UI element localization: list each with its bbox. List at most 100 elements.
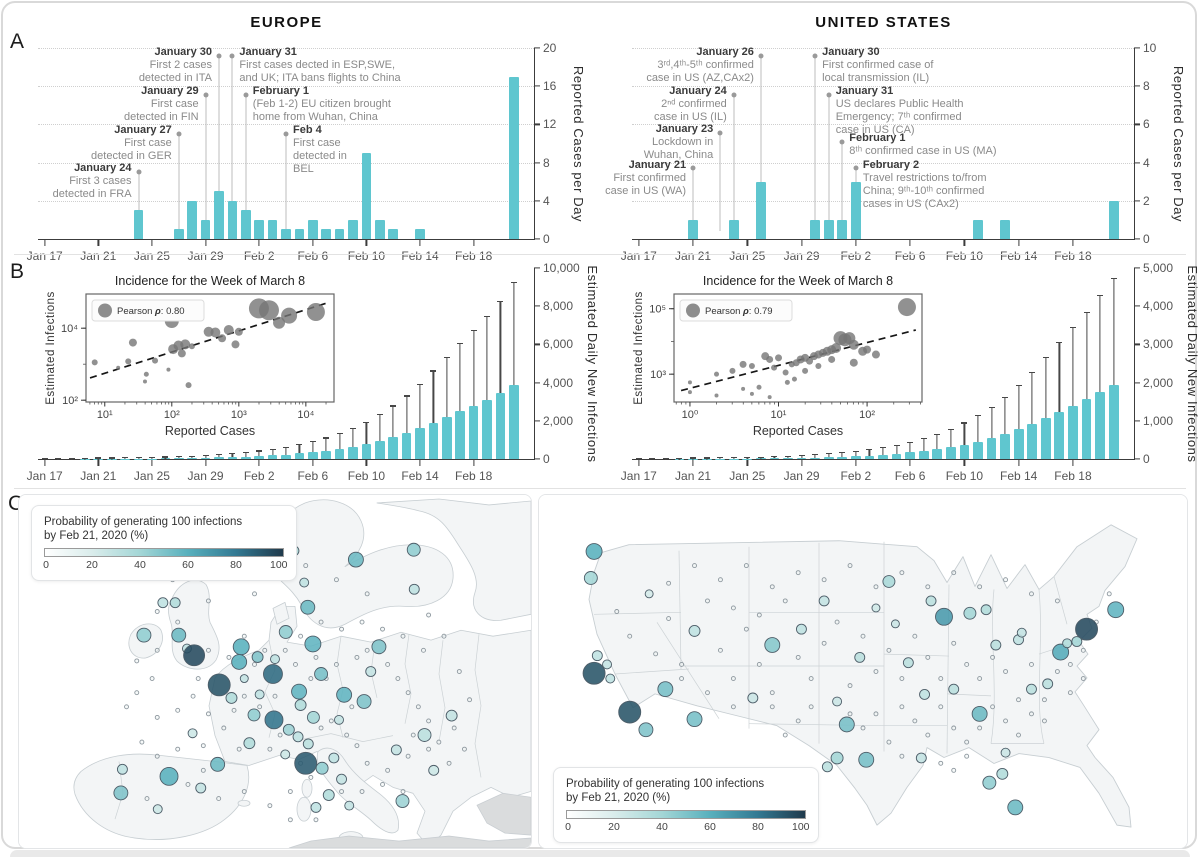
map-city-dot <box>1041 697 1047 703</box>
error-bar-cap <box>430 370 437 372</box>
map-city-dot <box>951 767 957 773</box>
y-tick-label: 20 <box>543 41 557 55</box>
map-city-dot <box>339 789 345 794</box>
inset-point <box>714 393 719 398</box>
error-bar <box>325 438 327 451</box>
annotation-text-line: Wuhan, China <box>643 149 714 162</box>
map-city-dot <box>873 711 879 717</box>
annotation-date: January 24 <box>74 162 132 175</box>
map-city-bubble <box>306 710 320 724</box>
bar <box>823 219 834 239</box>
y-tick <box>534 123 540 125</box>
map-city-dot <box>977 725 983 731</box>
y-tick-label: 12 <box>543 117 557 132</box>
map-city-dot <box>938 704 944 710</box>
annotation-date: Feb 4 <box>293 124 322 137</box>
map-city-dot <box>925 584 931 590</box>
bar <box>173 458 184 459</box>
y-tick-label: 2,000 <box>1143 375 1174 390</box>
x-tick-label: Jan 21 <box>80 469 117 483</box>
bar <box>756 458 766 459</box>
x-tick-label: Feb 6 <box>297 249 329 263</box>
annotation: February 1 (Feb 1-2) EU citizen brought ho… <box>253 85 391 124</box>
inset-y-axis-label: Estimated Infections <box>45 291 57 405</box>
map-city-bubble <box>1007 799 1024 816</box>
map-city-dot <box>359 789 365 794</box>
error-bar <box>1085 312 1088 400</box>
x-tick-label: Feb 14 <box>401 249 439 263</box>
error-bar-cap <box>135 457 142 459</box>
panel-b-label: B <box>10 260 25 283</box>
x-tick <box>204 240 207 246</box>
y-tick <box>534 420 540 422</box>
error-bar-cap <box>717 457 724 459</box>
error-bar <box>950 429 952 448</box>
inset-point <box>223 325 234 335</box>
map-city-bubble <box>948 683 960 695</box>
error-bar <box>1018 386 1020 430</box>
map-city-dot <box>717 647 723 653</box>
x-tick-label: Jan 17 <box>26 249 63 263</box>
x-tick-label: Feb 18 <box>1054 469 1092 483</box>
map-city-bubble <box>935 607 953 626</box>
inset-point <box>91 359 98 366</box>
annotation: February 1 8ᵗʰ confirmed case in US (MA) <box>849 132 996 158</box>
bar <box>388 229 399 239</box>
bar <box>756 181 766 239</box>
error-bar <box>828 454 830 458</box>
map-city-dot <box>400 633 406 639</box>
annotation-date: January 24 <box>669 85 727 98</box>
bar <box>810 457 821 459</box>
inset-point <box>128 338 137 347</box>
map-city-dot <box>395 676 401 681</box>
annotation-date: February 2 <box>862 158 920 171</box>
annotation-leader-line <box>138 172 140 211</box>
map-city-dot <box>349 704 355 710</box>
annotation-text-line: case in US (WA) <box>605 184 687 197</box>
x-tick <box>1018 460 1020 466</box>
x-tick <box>419 240 421 246</box>
bar <box>388 437 399 459</box>
bar <box>227 457 238 459</box>
map-city-bubble <box>247 708 261 722</box>
y-tick <box>1134 343 1140 345</box>
annotation: January 26 3ʳᵈ,4ᵗʰ-5ᵗʰ confirmed case in U… <box>646 46 754 85</box>
map-city-dot <box>679 676 685 681</box>
error-bar-cap <box>866 449 873 451</box>
map-city-dot <box>899 704 905 710</box>
error-bar <box>272 450 274 456</box>
error-bar <box>499 302 502 394</box>
annotation-dot <box>690 165 696 171</box>
bar <box>240 456 251 459</box>
inset-point <box>815 363 822 369</box>
map-city-dot <box>226 654 232 660</box>
error-bar <box>406 396 408 434</box>
map-city-bubble <box>747 692 759 704</box>
annotation-text-line: First case <box>124 137 172 150</box>
inset-point <box>218 334 227 343</box>
annotation-leader-line <box>178 133 180 230</box>
error-bar <box>1099 296 1101 392</box>
gridline <box>632 200 1134 202</box>
europe-cases-axis-label: Reported Cases per Day <box>571 65 586 223</box>
x-tick <box>963 460 965 466</box>
bar <box>482 399 492 459</box>
error-bar <box>882 448 884 455</box>
bar <box>321 229 332 239</box>
annotation-dot <box>283 131 289 137</box>
bar <box>361 444 372 459</box>
x-tick <box>365 460 368 466</box>
x-tick-label: Jan 25 <box>133 469 170 483</box>
bar <box>878 454 888 459</box>
error-bar <box>814 455 816 458</box>
error-bar-cap <box>323 437 330 439</box>
error-bar <box>1031 372 1033 424</box>
error-bar <box>231 454 233 458</box>
map-city-dot <box>241 633 247 639</box>
error-bar-cap <box>744 456 751 458</box>
error-bar-cap <box>122 457 129 459</box>
map-city-bubble <box>644 589 654 599</box>
error-bar-cap <box>215 454 222 456</box>
error-bar-cap <box>798 455 805 457</box>
annotation: January 31 First cases dected in ESP,SWE,… <box>239 46 400 85</box>
